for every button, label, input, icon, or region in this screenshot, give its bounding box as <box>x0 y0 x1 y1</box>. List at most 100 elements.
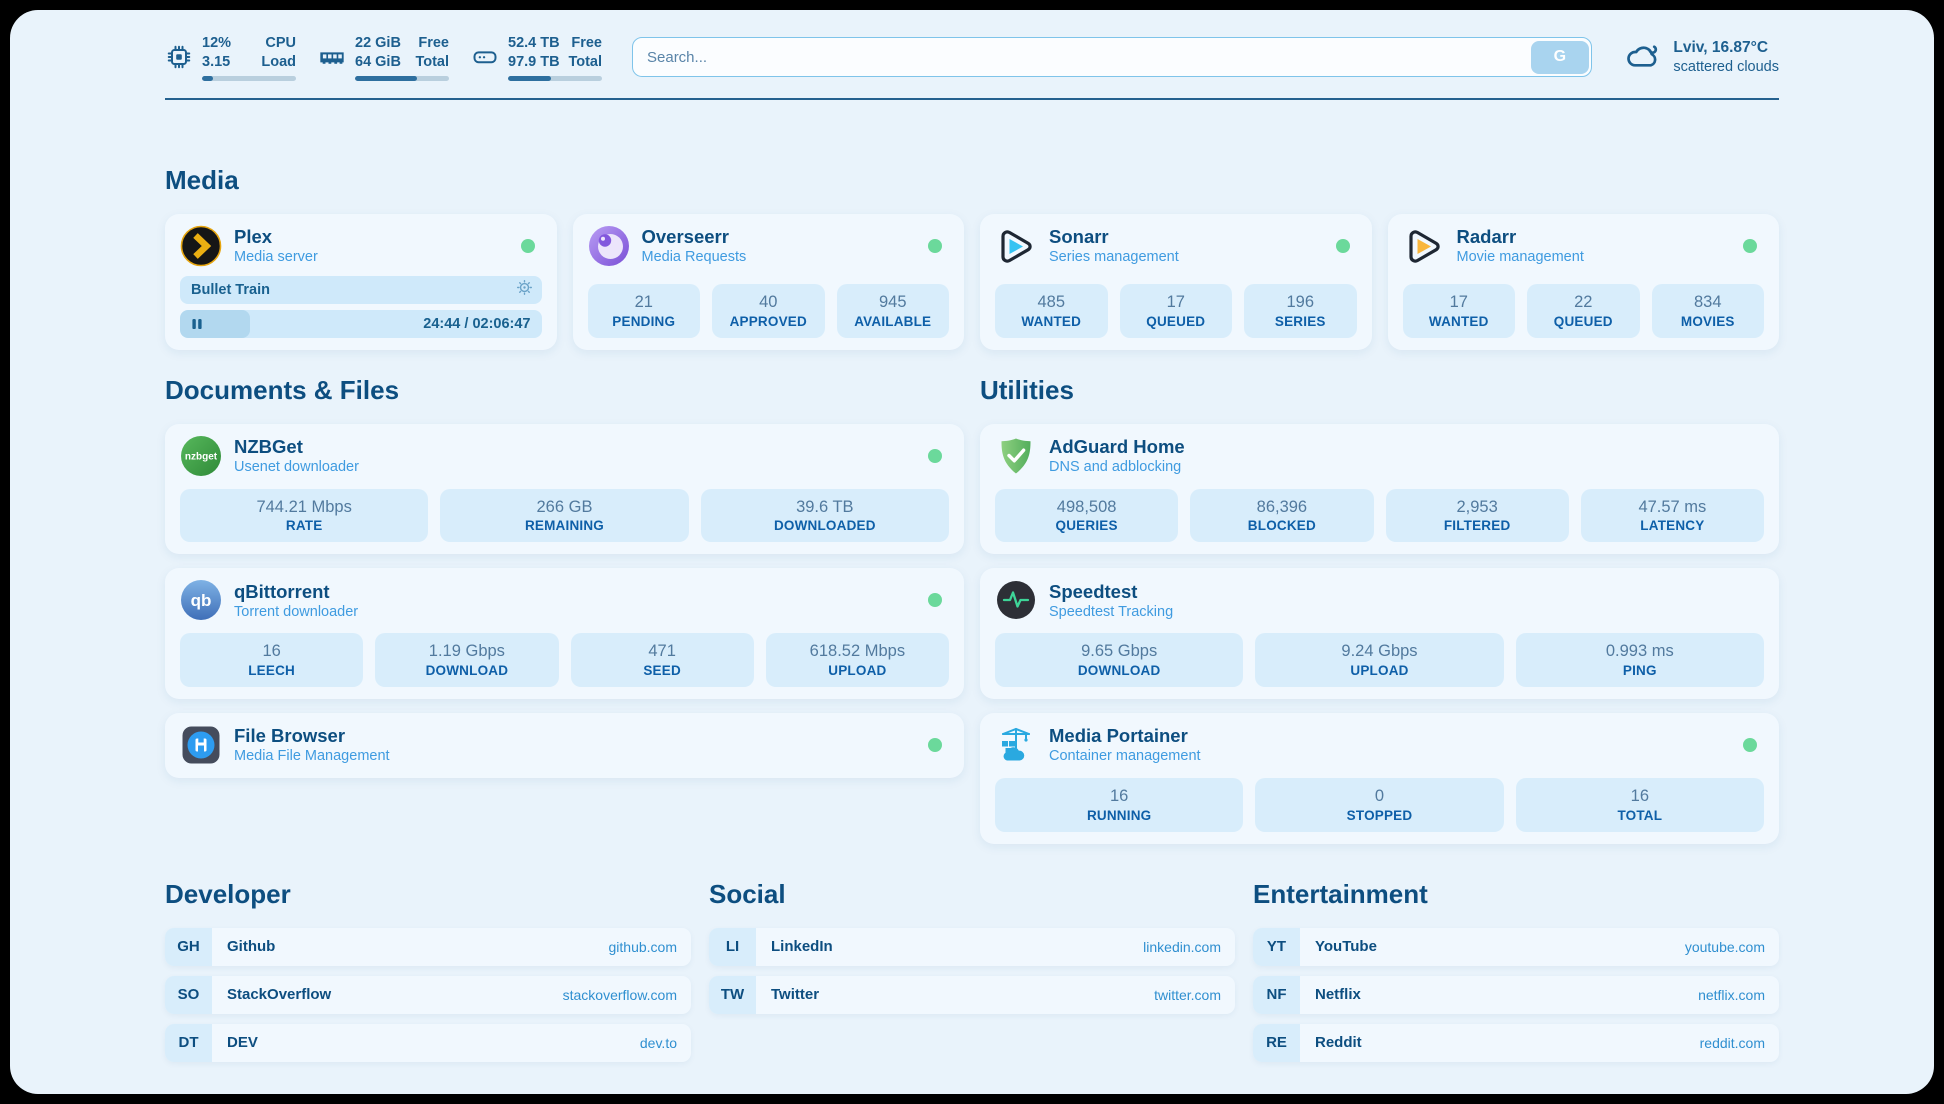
now-playing-row: Bullet Train <box>180 275 542 304</box>
memory-stat-widget: 22 GiB Free 64 GiB Total <box>318 34 449 81</box>
status-dot <box>1743 238 1757 253</box>
bookmark-stackoverflow[interactable]: SO StackOverflow stackoverflow.com <box>165 975 691 1014</box>
bookmark-github[interactable]: GH Github github.com <box>165 927 691 966</box>
bookmark-netflix[interactable]: NF Netflix netflix.com <box>1253 975 1779 1014</box>
bookmark-name: Twitter <box>771 986 820 1004</box>
stat-movies: 834 MOVIES <box>1651 284 1764 338</box>
cpu-progress-bar <box>202 75 296 81</box>
stat-download: 1.19 Gbps DOWNLOAD <box>375 633 559 687</box>
ram-icon <box>318 43 346 71</box>
filebrowser-icon <box>180 724 222 766</box>
app-card-plex[interactable]: Plex Media server Bullet Train <box>165 213 557 350</box>
radarr-icon <box>1403 225 1445 267</box>
status-dot <box>1335 238 1350 253</box>
bookmark-badge: TW <box>709 975 756 1014</box>
bookmark-url: github.com <box>608 938 677 955</box>
app-card-qbittorrent[interactable]: qb qBittorrent Torrent downloader 16 LEEC… <box>165 568 964 699</box>
cpu-stat-widget: 12% CPU 3.15 Load <box>165 34 296 81</box>
bookmark-url: linkedin.com <box>1143 938 1221 955</box>
bookmark-url: youtube.com <box>1684 938 1765 955</box>
app-card-radarr[interactable]: Radarr Movie management 17 WANTED 22 QUEUE… <box>1387 213 1779 350</box>
app-subtitle: Movie management <box>1456 249 1584 266</box>
app-name: Media Portainer <box>1049 725 1188 747</box>
section-developer: Developer GH Github github.com SO StackO… <box>165 876 691 1062</box>
stat-queued: 22 QUEUED <box>1527 284 1640 338</box>
bookmark-youtube[interactable]: YT YouTube youtube.com <box>1253 927 1779 966</box>
stat-queued: 17 QUEUED <box>1119 284 1232 338</box>
app-name: AdGuard Home <box>1049 436 1185 458</box>
cloud-icon <box>1624 36 1662 79</box>
bookmark-name: Github <box>227 938 276 956</box>
app-subtitle: Series management <box>1049 249 1179 266</box>
stat-leech: 16 LEECH <box>180 633 364 687</box>
app-card-speedtest[interactable]: Speedtest Speedtest Tracking 9.65 Gbps DO… <box>980 568 1779 699</box>
stat-available: 945 AVAILABLE <box>836 284 949 338</box>
now-playing-title: Bullet Train <box>191 281 270 298</box>
app-name: Overseerr <box>641 226 729 248</box>
app-name: Sonarr <box>1049 226 1109 248</box>
app-subtitle: Media server <box>234 249 318 266</box>
stat-rate: 744.21 Mbps RATE <box>180 488 429 543</box>
app-card-adguard[interactable]: AdGuard Home DNS and adblocking 498,508 Q… <box>980 423 1779 555</box>
bookmark-url: reddit.com <box>1699 1034 1765 1051</box>
svg-text:nzbget: nzbget <box>185 451 218 462</box>
disk-free-label: Free <box>571 35 602 51</box>
memory-free-value: 22 GiB <box>355 35 401 51</box>
cpu-icon <box>165 43 193 71</box>
bookmark-badge: DT <box>165 1023 212 1062</box>
stat-latency: 47.57 ms LATENCY <box>1580 488 1764 543</box>
stat-wanted: 485 WANTED <box>995 284 1108 338</box>
disk-total-label: Total <box>568 53 602 70</box>
bookmark-url: dev.to <box>639 1034 677 1051</box>
disk-icon <box>471 43 499 71</box>
app-card-overseerr[interactable]: Overseerr Media Requests 21 PENDING 40 APP… <box>572 213 964 350</box>
app-card-sonarr[interactable]: Sonarr Series management 485 WANTED 17 QUE… <box>980 213 1372 350</box>
bookmark-url: netflix.com <box>1698 986 1765 1003</box>
session-gear-icon[interactable] <box>516 279 533 300</box>
bookmark-badge: LI <box>709 927 756 966</box>
bookmark-badge: YT <box>1253 927 1300 966</box>
app-subtitle: Speedtest Tracking <box>1049 603 1174 620</box>
stat-upload: 9.24 Gbps UPLOAD <box>1255 633 1504 687</box>
stat-remaining: 266 GB REMAINING <box>440 488 689 543</box>
section-social: Social LI LinkedIn linkedin.com TW Twitt… <box>709 876 1235 1062</box>
bookmark-dev[interactable]: DT DEV dev.to <box>165 1023 691 1062</box>
stat-stopped: 0 STOPPED <box>1255 777 1504 832</box>
memory-free-label: Free <box>418 35 449 51</box>
section-documents: Documents & Files nzbget NZBGet Usenet d… <box>165 372 964 844</box>
app-card-nzbget[interactable]: nzbget NZBGet Usenet downloader 744.21 M… <box>165 423 964 555</box>
app-name: Radarr <box>1456 226 1517 248</box>
app-card-filebrowser[interactable]: File Browser Media File Management <box>165 712 964 778</box>
section-entertainment: Entertainment YT YouTube youtube.com NF … <box>1253 876 1779 1062</box>
disk-stat-widget: 52.4 TB Free 97.9 TB Total <box>471 34 602 81</box>
app-subtitle: Torrent downloader <box>234 603 359 620</box>
weather-condition: scattered clouds <box>1673 58 1779 75</box>
bookmark-name: YouTube <box>1315 938 1377 956</box>
stat-total: 16 TOTAL <box>1515 777 1764 832</box>
sonarr-icon <box>995 225 1037 267</box>
bookmark-badge: SO <box>165 975 212 1014</box>
stat-seed: 471 SEED <box>570 633 754 687</box>
section-title-documents: Documents & Files <box>165 374 400 405</box>
app-card-portainer[interactable]: Media Portainer Container management 16 R… <box>980 712 1779 844</box>
stat-download: 9.65 Gbps DOWNLOAD <box>995 633 1244 687</box>
memory-total-value: 64 GiB <box>355 53 401 70</box>
bookmark-twitter[interactable]: TW Twitter twitter.com <box>709 975 1235 1014</box>
status-dot <box>928 737 942 752</box>
header-divider <box>165 97 1779 100</box>
search-engine-button[interactable]: G <box>1530 40 1589 74</box>
search-bar: G <box>632 37 1593 78</box>
app-name: Plex <box>234 226 273 248</box>
bookmark-reddit[interactable]: RE Reddit reddit.com <box>1253 1023 1779 1062</box>
search-input[interactable] <box>632 37 1593 78</box>
stat-blocked: 86,396 BLOCKED <box>1190 488 1374 543</box>
speedtest-icon <box>995 579 1037 621</box>
stat-pending: 21 PENDING <box>587 284 700 338</box>
section-title-entertainment: Entertainment <box>1253 878 1428 909</box>
nzbget-icon: nzbget <box>180 435 222 477</box>
bookmark-linkedin[interactable]: LI LinkedIn linkedin.com <box>709 927 1235 966</box>
app-subtitle: Container management <box>1049 748 1201 765</box>
bookmark-url: stackoverflow.com <box>562 986 677 1003</box>
stat-running: 16 RUNNING <box>995 777 1244 832</box>
bookmark-name: Reddit <box>1315 1034 1362 1052</box>
